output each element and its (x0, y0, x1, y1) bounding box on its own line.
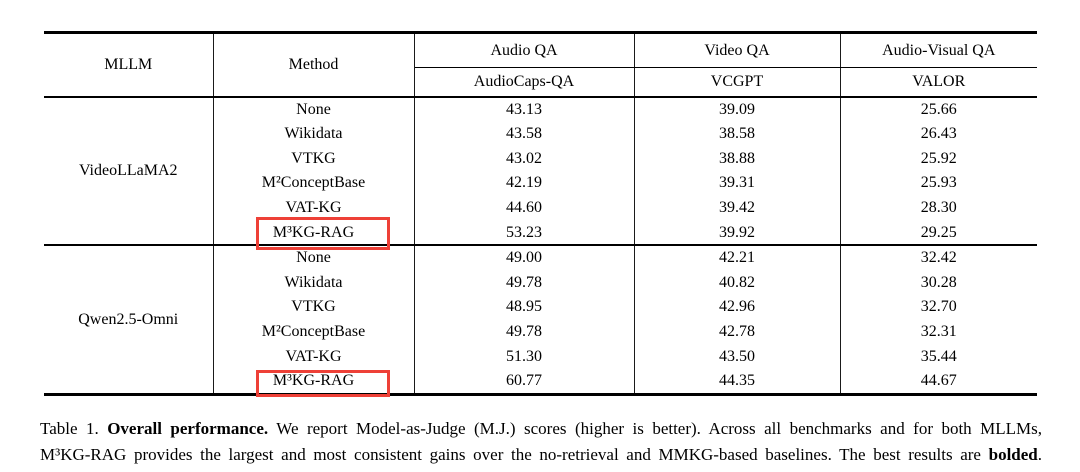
table-row: Wikidata 43.58 38.58 26.43 (44, 121, 1037, 147)
table-row: M²ConceptBase 42.19 39.31 25.93 (44, 170, 1037, 196)
method-cell: M²ConceptBase (213, 170, 415, 196)
column-header-audio-visual-qa: Audio-Visual QA (840, 32, 1037, 68)
table-header: MLLM Method Audio QA Video QA Audio-Visu… (44, 32, 1037, 97)
method-cell: VTKG (213, 146, 415, 171)
method-cell: VTKG (213, 294, 415, 320)
qwen25-omni-block: Qwen2.5-Omni None 49.00 42.21 32.42 Wiki… (44, 245, 1037, 395)
results-table: MLLM Method Audio QA Video QA Audio-Visu… (44, 31, 1037, 396)
table-row: VTKG 43.02 38.88 25.92 (44, 146, 1037, 171)
caption-bold-title: Overall performance. (107, 419, 269, 438)
score-cell: 43.50 (634, 344, 841, 370)
score-cell: 26.43 (920, 124, 957, 142)
column-header-valor: VALOR (912, 72, 966, 90)
score-cell-best: 44.67 (920, 372, 957, 390)
videollama2-block: VideoLLaMA2 None 43.13 39.09 25.66 Wikid… (44, 96, 1037, 246)
table-row-highlighted: M³KG-RAG 53.23 39.92 29.25 (44, 220, 1037, 246)
table-row: Wikidata 49.78 40.82 30.28 (44, 270, 1037, 295)
caption-line-1: Table 1. Overall performance. We report … (40, 416, 1042, 442)
column-header-audiocaps-qa: AudioCaps-QA (414, 67, 635, 97)
mllm-cell: Qwen2.5-Omni (44, 245, 214, 395)
score-cell: 43.02 (414, 146, 635, 171)
column-header-audio-qa: Audio QA (414, 32, 635, 68)
score-cell: 48.95 (414, 294, 635, 320)
score-cell: 39.42 (634, 195, 841, 221)
score-cell-best: 53.23 (414, 220, 635, 246)
score-cell: 49.78 (414, 319, 635, 345)
score-cell: 51.30 (414, 344, 635, 370)
score-cell: 38.88 (634, 146, 841, 171)
score-cell: 42.19 (414, 170, 635, 196)
method-cell: VAT-KG (213, 195, 415, 221)
score-cell: 42.96 (634, 294, 841, 320)
header-row-groups: MLLM Method Audio QA Video QA Audio-Visu… (44, 32, 1037, 97)
method-cell: Wikidata (213, 121, 415, 147)
score-cell: 30.28 (920, 273, 957, 291)
score-cell: 32.42 (920, 249, 957, 267)
caption-text: M³KG-RAG provides the largest and most c… (40, 445, 989, 464)
score-cell: 28.30 (920, 199, 957, 217)
header-row-benchmarks: AudioCaps-QA VCGPT VALOR (44, 67, 1037, 97)
mllm-cell: VideoLLaMA2 (44, 96, 214, 246)
score-cell-best: 60.77 (414, 369, 635, 395)
table-row: VAT-KG 44.60 39.42 28.30 (44, 195, 1037, 221)
table-row: M²ConceptBase 49.78 42.78 32.31 (44, 319, 1037, 345)
method-cell: None (213, 245, 415, 271)
table-caption: Table 1. Overall performance. We report … (40, 416, 1042, 468)
score-cell-best: 29.25 (920, 223, 957, 241)
caption-line-2: M³KG-RAG provides the largest and most c… (40, 442, 1042, 468)
score-cell: 25.92 (920, 149, 957, 167)
score-cell: 25.93 (920, 174, 957, 192)
score-cell: 49.00 (414, 245, 635, 271)
method-cell: VAT-KG (213, 344, 415, 370)
table-row: VAT-KG 51.30 43.50 35.44 (44, 344, 1037, 370)
results-table-wrapper: MLLM Method Audio QA Video QA Audio-Visu… (44, 31, 1037, 396)
score-cell: 38.58 (634, 121, 841, 147)
table-row-highlighted: M³KG-RAG 60.77 44.35 44.67 (44, 369, 1037, 395)
score-cell: 42.21 (634, 245, 841, 271)
caption-bold-word: bolded (988, 445, 1038, 464)
score-cell: 25.66 (920, 100, 957, 118)
column-header-video-qa: Video QA (634, 32, 841, 68)
score-cell-best: 44.35 (634, 369, 841, 395)
method-cell: M³KG-RAG (213, 369, 415, 395)
score-cell: 49.78 (414, 270, 635, 295)
score-cell: 35.44 (920, 348, 957, 366)
score-cell: 43.13 (414, 96, 635, 122)
score-cell: 43.58 (414, 121, 635, 147)
table-row: VTKG 48.95 42.96 32.70 (44, 294, 1037, 320)
table-row: VideoLLaMA2 None 43.13 39.09 25.66 (44, 96, 1037, 246)
score-cell: 32.31 (920, 323, 957, 341)
score-cell: 44.60 (414, 195, 635, 221)
column-header-mllm: MLLM (44, 32, 214, 97)
score-cell-best: 39.92 (634, 220, 841, 246)
table-row: Qwen2.5-Omni None 49.00 42.21 32.42 (44, 245, 1037, 395)
caption-label: Table 1. (40, 419, 108, 438)
method-cell: M³KG-RAG (213, 220, 415, 246)
score-cell: 42.78 (634, 319, 841, 345)
score-cell: 39.31 (634, 170, 841, 196)
caption-text: We report Model-as-Judge (M.J.) scores (… (268, 419, 1043, 438)
method-cell: Wikidata (213, 270, 415, 295)
score-cell: 32.70 (920, 298, 957, 316)
caption-text: . (1037, 445, 1042, 464)
column-header-vcgpt: VCGPT (634, 67, 841, 97)
method-cell: None (213, 96, 415, 122)
score-cell: 40.82 (634, 270, 841, 295)
column-header-method: Method (213, 32, 415, 97)
score-cell: 39.09 (634, 96, 841, 122)
method-cell: M²ConceptBase (213, 319, 415, 345)
